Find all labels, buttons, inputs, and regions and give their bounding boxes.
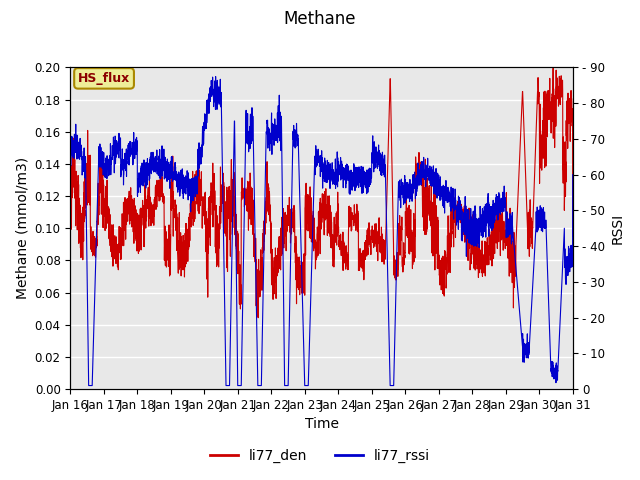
li77_den: [569, 233, 577, 239]
li77_den: [559, 180, 567, 186]
Line: li77_rssi: li77_rssi: [70, 76, 573, 385]
li77_den: [259, 237, 267, 243]
li77_den: [67, 219, 74, 225]
li77_rssi: [259, 277, 267, 283]
li77_rssi: [559, 251, 567, 257]
li77_den: [281, 211, 289, 216]
X-axis label: Time: Time: [305, 418, 339, 432]
li77_den: [154, 182, 161, 188]
li77_rssi: [67, 160, 74, 166]
Text: Methane: Methane: [284, 10, 356, 28]
li77_rssi: [505, 232, 513, 238]
li77_den: [124, 218, 132, 224]
Text: HS_flux: HS_flux: [78, 72, 130, 85]
Y-axis label: Methane (mmol/m3): Methane (mmol/m3): [15, 157, 29, 300]
Legend: li77_den, li77_rssi: li77_den, li77_rssi: [204, 443, 436, 468]
li77_den: [505, 240, 513, 246]
li77_den: [549, 65, 557, 71]
li77_rssi: [282, 383, 289, 388]
li77_den: [254, 315, 262, 321]
li77_rssi: [85, 383, 93, 388]
li77_rssi: [212, 73, 220, 79]
Line: li77_den: li77_den: [70, 68, 573, 318]
Y-axis label: RSSI: RSSI: [611, 213, 625, 244]
li77_rssi: [154, 162, 161, 168]
li77_rssi: [124, 148, 132, 154]
li77_rssi: [569, 172, 577, 178]
